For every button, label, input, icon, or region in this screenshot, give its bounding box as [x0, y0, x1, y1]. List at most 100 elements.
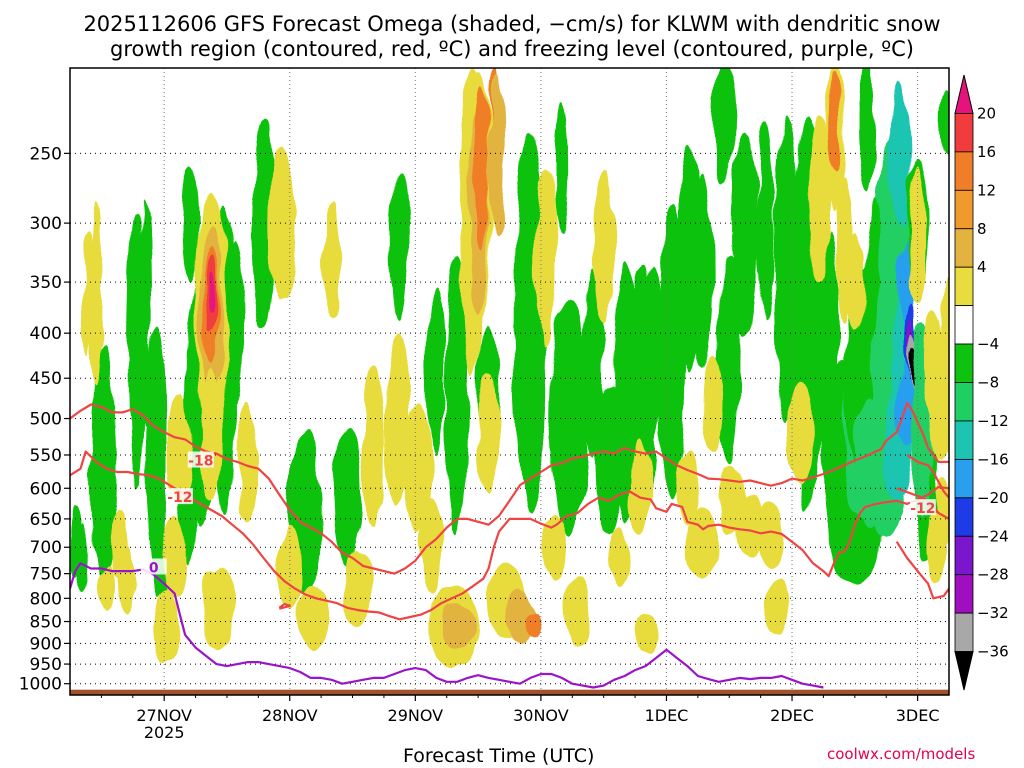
omega-descent-region-35 [524, 612, 542, 640]
contour-line-4 [895, 541, 949, 600]
omega-ascent-region-6 [144, 326, 169, 598]
omega-descent-region-42 [637, 613, 660, 657]
omega-descent-region-55 [846, 232, 864, 332]
contour-label-6: 0 [149, 560, 159, 576]
contour-label-bg-6 [140, 558, 167, 575]
x-axis-label: Forecast Time (UTC) [403, 745, 595, 767]
omega-descent-region-5 [162, 518, 187, 599]
y-tick-label-800: 800 [30, 589, 62, 609]
omega-ascent-region-27 [644, 263, 663, 440]
omega-ascent-region-17 [427, 285, 445, 454]
colorbar-label-0: 20 [977, 104, 996, 122]
y-tick-label-700: 700 [30, 538, 62, 558]
contour-line-5 [278, 602, 291, 610]
y-tick-label-400: 400 [30, 324, 62, 344]
omega-descent-region-59 [940, 275, 949, 391]
contour-label-2: -12 [910, 501, 935, 517]
contour-label-bg-0 [187, 451, 214, 468]
omega-descent-region-11 [207, 271, 215, 315]
omega-ascent-region-33 [731, 134, 759, 337]
omega-ascent-region-15 [333, 424, 362, 565]
omega-descent-region-58 [935, 480, 949, 546]
omega-ascent-region-16 [391, 175, 408, 321]
colorbar-label-10: −24 [977, 527, 1009, 545]
colorbar-band-8 [954, 382, 974, 422]
omega-descent-region-12 [200, 366, 223, 501]
omega-descent-region-18 [321, 201, 342, 318]
omega-ascent-region-22 [551, 300, 589, 537]
x-tick-label-29NOV: 29NOV [388, 706, 444, 725]
colorbar-band-11 [954, 497, 974, 537]
colorbar-band-9 [954, 420, 974, 460]
omega-descent-region-31 [488, 69, 505, 238]
colorbar: 20 16 12 8 4 −4 −8 −12 −16 −20 −24 −28 −32 −36 [954, 74, 1009, 691]
x-year-label: 2025 [144, 723, 185, 742]
colorbar-label-12: −32 [977, 604, 1009, 622]
contour-label-1: -12 [167, 490, 192, 506]
omega-ascent-region-1 [76, 526, 90, 590]
colorbar-band-6 [954, 305, 974, 345]
omega-ascent-region-21 [553, 101, 571, 236]
contour-label-0: -18 [188, 454, 213, 470]
colorbar-label-5: −4 [977, 335, 999, 353]
colorbar-label-1: 16 [977, 143, 996, 161]
omega-ascent-region-50 [889, 83, 910, 223]
omega-descent-region-1 [98, 566, 115, 611]
omega-ascent-region-5 [138, 199, 151, 428]
omega-descent-region-44 [686, 508, 720, 576]
colorbar-label-3: 8 [977, 220, 987, 238]
ground [70, 689, 949, 695]
colorbar-band-4 [954, 228, 974, 268]
omega-descent-region-23 [419, 500, 443, 594]
y-tick-label-450: 450 [30, 369, 62, 389]
omega-descent-region-20 [362, 368, 385, 528]
omega-descent-region-22 [403, 404, 433, 534]
colorbar-label-13: −36 [977, 643, 1009, 661]
x-tick-label-27NOV: 27NOV [136, 706, 192, 725]
colorbar-bottom-arrow [954, 651, 974, 691]
y-tick-label-850: 850 [30, 613, 62, 633]
omega-ascent-region-18 [445, 254, 469, 536]
omega-descent-region-13 [202, 565, 236, 650]
omega-descent-region-19 [343, 551, 372, 626]
chart-title-line-2: growth region (contoured, red, ºC) and f… [110, 37, 914, 61]
omega-descent-region-29 [473, 86, 489, 251]
x-tick-label-30NOV: 30NOV [513, 706, 569, 725]
omega-ascent-region-31 [713, 68, 735, 183]
chart-title-line-1: 2025112606 GFS Forecast Omega (shaded, −… [83, 12, 941, 36]
omega-descent-region-53 [827, 71, 841, 172]
isotherm-contours [70, 401, 949, 689]
omega-descent-region-0 [90, 200, 103, 385]
omega-descent-region-32 [477, 370, 500, 497]
omega-descent-region-49 [763, 582, 789, 634]
colorbar-label-6: −8 [977, 374, 999, 392]
colorbar-band-14 [954, 612, 974, 652]
colorbar-top-arrow [954, 74, 974, 114]
x-tick-label-1DEC: 1DEC [645, 706, 689, 725]
colorbar-label-7: −12 [977, 412, 1009, 430]
ground-surface [70, 689, 949, 695]
contour-line-1 [70, 450, 949, 621]
omega-ascent-region-62 [939, 88, 949, 155]
omega-descent-region-3 [117, 543, 138, 615]
omega-descent-region-37 [541, 514, 567, 581]
colorbar-band-10 [954, 458, 974, 499]
y-tick-label-600: 600 [30, 479, 62, 499]
colorbar-band-2 [954, 151, 974, 191]
x-tick-label-28NOV: 28NOV [262, 706, 318, 725]
credit-link[interactable]: coolwx.com/models [827, 745, 976, 763]
x-tick-label-2DEC: 2DEC [770, 706, 814, 725]
contour-labels: -18 -12 -12 0 [140, 451, 936, 576]
colorbar-band-13 [954, 574, 974, 614]
y-tick-label-300: 300 [30, 214, 62, 234]
omega-descent-region-36 [535, 171, 558, 349]
y-tick-label-750: 750 [30, 565, 62, 585]
omega-ascent-region-43 [859, 68, 877, 193]
colorbar-label-11: −28 [977, 566, 1009, 584]
colorbar-band-12 [954, 535, 974, 576]
colorbar-band-3 [954, 189, 974, 230]
colorbar-band-1 [954, 113, 974, 153]
omega-descent-region-21 [384, 332, 410, 505]
omega-descent-region-25 [440, 603, 474, 649]
omega-descent-region-40 [608, 528, 631, 588]
